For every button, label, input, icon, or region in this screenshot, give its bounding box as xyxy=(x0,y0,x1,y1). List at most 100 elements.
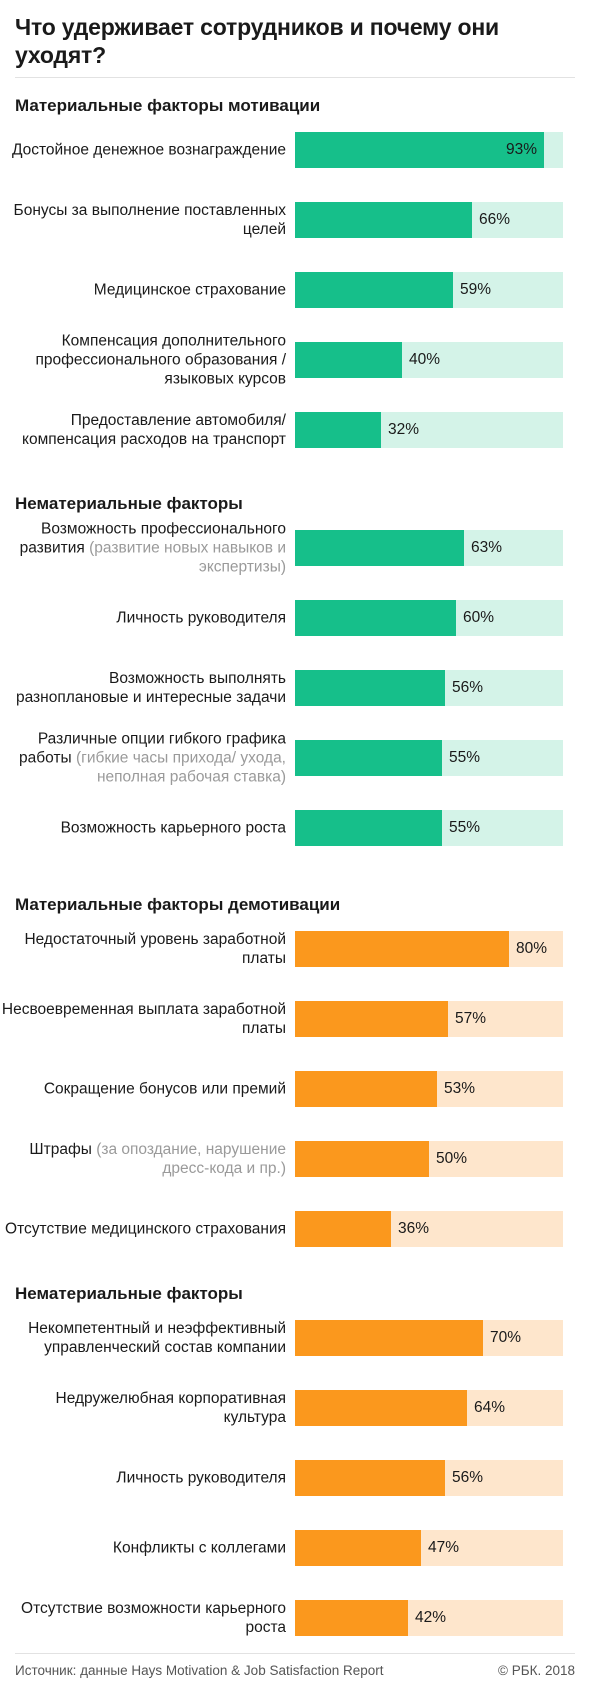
bar-label-text: Бонусы за выполнение поставленных целей xyxy=(13,202,286,238)
bar-value-label: 60% xyxy=(463,609,495,626)
bar-value-label: 55% xyxy=(449,749,481,766)
bar-row: Отсутствие медицинского страхования 36% xyxy=(0,1211,590,1247)
bar-label: Отсутствие медицинского страхования xyxy=(0,1220,286,1239)
bar-label-text: Компенсация дополнительного профессионал… xyxy=(35,332,286,388)
bar-track: 36% xyxy=(295,1211,563,1247)
bar-row: Личность руководителя 56% xyxy=(0,1460,590,1496)
section-title: Материальные факторы демотивации xyxy=(15,895,341,914)
bar-label: Недружелюбная корпоративная культура xyxy=(0,1389,286,1427)
bar-label-text: Личность руководителя xyxy=(116,1469,286,1487)
bar-value-label: 63% xyxy=(471,539,503,556)
bar xyxy=(295,1460,445,1496)
bar-track: 53% xyxy=(295,1071,563,1107)
bar-track: 59% xyxy=(295,272,563,308)
bar-label: Недостаточный уровень заработной платы xyxy=(0,930,286,968)
bar-value-label: 56% xyxy=(452,679,484,696)
section-title: Материальные факторы мотивации xyxy=(15,96,321,115)
bar-label-note: (за опоздание, нарушение дресс-кода и пр… xyxy=(96,1141,286,1177)
bar-label-text: Отсутствие возможности карьерного роста xyxy=(21,1600,286,1636)
bar-value-label: 56% xyxy=(452,1469,484,1486)
bar-label-text: Предоставление автомобиля/ компенсация р… xyxy=(22,412,286,448)
chart-title: Что удерживает сотрудников и почему они … xyxy=(15,14,499,68)
bar-label: Предоставление автомобиля/ компенсация р… xyxy=(0,411,286,449)
bar-label-text: Штрафы xyxy=(29,1141,92,1158)
bar-value-label: 55% xyxy=(449,819,481,836)
bar-track: 60% xyxy=(295,600,563,636)
bar xyxy=(295,1211,391,1247)
source-note: Источник: данные Hays Motivation & Job S… xyxy=(15,1663,384,1678)
bar-track: 64% xyxy=(295,1390,563,1426)
bar-label: Возможность карьерного роста xyxy=(0,819,286,838)
bar xyxy=(295,1530,421,1566)
section-title: Нематериальные факторы xyxy=(15,494,243,513)
bar-track: 63% xyxy=(295,530,563,566)
bar-label: Личность руководителя xyxy=(0,609,286,628)
bar-row: Личность руководителя 60% xyxy=(0,600,590,636)
bar-label-text: Несвоевременная выплата заработной платы xyxy=(1,1001,286,1037)
bar xyxy=(295,530,464,566)
bar-label-text: Некомпетентный и неэффективный управленч… xyxy=(28,1320,286,1356)
bar-value-label: 57% xyxy=(455,1010,487,1027)
bar-label-text: Личность руководителя xyxy=(116,609,286,627)
bar-label: Сокращение бонусов или премий xyxy=(0,1080,286,1099)
bar xyxy=(295,1001,448,1037)
bar-track: 66% xyxy=(295,202,563,238)
bar xyxy=(295,342,402,378)
bar-row: Сокращение бонусов или премий 53% xyxy=(0,1071,590,1107)
bar-track: 80% xyxy=(295,931,563,967)
bar-label: Достойное денежное вознаграждение xyxy=(0,141,286,160)
bar-track: 56% xyxy=(295,1460,563,1496)
bar-value-label: 42% xyxy=(415,1609,447,1626)
bar-row: Конфликты с коллегами 47% xyxy=(0,1530,590,1566)
bar-label-note: (развитие новых навыков и экспертизы) xyxy=(89,539,286,576)
bar-track: 50% xyxy=(295,1141,563,1177)
bar-value-label: 50% xyxy=(436,1150,468,1167)
bar xyxy=(295,132,544,168)
bar-row: Отсутствие возможности карьерного роста 4… xyxy=(0,1600,590,1636)
bar-row: Бонусы за выполнение поставленных целей 6… xyxy=(0,202,590,238)
bar xyxy=(295,1071,437,1107)
bar-track: 57% xyxy=(295,1001,563,1037)
bottom-divider xyxy=(15,1653,575,1654)
bar xyxy=(295,1600,408,1636)
bar-row: Некомпетентный и неэффективный управленч… xyxy=(0,1320,590,1356)
bar xyxy=(295,412,381,448)
bar xyxy=(295,810,442,846)
bar xyxy=(295,1390,467,1426)
bar xyxy=(295,931,509,967)
bar-label-note: (гибкие часы прихода/ ухода, неполная ра… xyxy=(76,749,286,786)
bar-value-label: 32% xyxy=(388,421,420,438)
bar-track: 47% xyxy=(295,1530,563,1566)
bar xyxy=(295,1320,483,1356)
bar xyxy=(295,1141,429,1177)
bar-track: 42% xyxy=(295,1600,563,1636)
bar-label-text: Отсутствие медицинского страхования xyxy=(5,1220,286,1238)
bar-label-text: Различные опции гибкого графика работы xyxy=(19,730,286,767)
bar-track: 55% xyxy=(295,740,563,776)
bar-label-text: Достойное денежное вознаграждение xyxy=(11,141,286,159)
bar-row: Достойное денежное вознаграждение 93% xyxy=(0,132,590,168)
bar-value-label: 47% xyxy=(428,1539,460,1556)
bar xyxy=(295,600,456,636)
bar-row: Предоставление автомобиля/ компенсация р… xyxy=(0,412,590,448)
bar-label: Некомпетентный и неэффективный управленч… xyxy=(0,1319,286,1357)
bar-label: Конфликты с коллегами xyxy=(0,1539,286,1558)
bar-value-label: 80% xyxy=(516,940,548,957)
bar xyxy=(295,670,445,706)
bar-track: 32% xyxy=(295,412,563,448)
bar-label: Отсутствие возможности карьерного роста xyxy=(0,1599,286,1637)
bar-label-text: Недостаточный уровень заработной платы xyxy=(24,931,286,967)
bar-row: Несвоевременная выплата заработной платы… xyxy=(0,1001,590,1037)
bar-row: Компенсация дополнительного профессионал… xyxy=(0,333,590,388)
bar-label-text: Возможность карьерного роста xyxy=(60,819,286,837)
bar-label: Личность руководителя xyxy=(0,1469,286,1488)
bar xyxy=(295,202,472,238)
bar-track: 56% xyxy=(295,670,563,706)
bar-track: 40% xyxy=(295,342,563,378)
bar-label: Возможность выполнять разноплановые и ин… xyxy=(0,669,286,707)
bar-label-text: Конфликты с коллегами xyxy=(112,1539,286,1557)
copyright: © РБК. 2018 xyxy=(498,1663,575,1678)
bar-row: Штрафы (за опоздание, нарушение дресс-ко… xyxy=(0,1141,590,1177)
bar-value-label: 53% xyxy=(444,1080,476,1097)
bar xyxy=(295,740,442,776)
